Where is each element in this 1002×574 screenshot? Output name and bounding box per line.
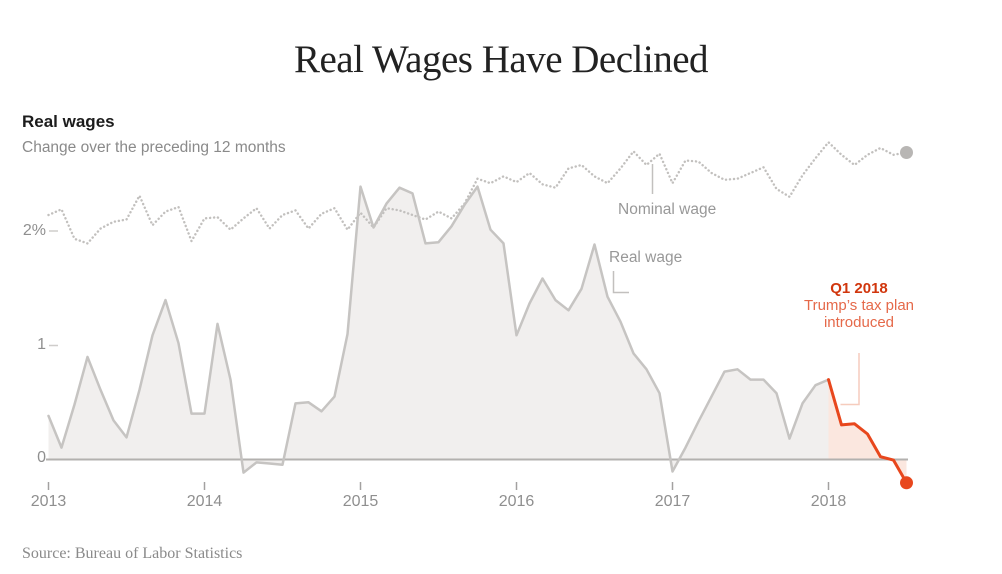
series-1-area-fill	[48, 186, 829, 473]
y-axis-label-0: 0	[37, 449, 46, 466]
series-1-line	[47, 185, 830, 474]
real-wage-label: Real wage	[609, 249, 683, 266]
x-axis-label-2013: 2013	[30, 493, 67, 510]
page-title: Real Wages Have Declined	[293, 38, 709, 82]
source-attribution: Source: Bureau of Labor Statistics	[22, 545, 243, 562]
x-axis-label-2016: 2016	[498, 493, 535, 510]
x-axis-label-2014: 2014	[186, 493, 223, 510]
chart-subtitle: Change over the preceding 12 months	[22, 139, 286, 156]
series-line-layer	[47, 141, 913, 490]
y-axis-label-2pct: 2%	[22, 222, 46, 239]
chart-title: Real wages	[22, 112, 115, 131]
series-2-end-dot	[900, 476, 913, 490]
series-0-line	[47, 141, 908, 245]
axis-layer	[46, 230, 908, 490]
x-axis-label-2015: 2015	[342, 493, 379, 510]
q1-annotation-line1: Trump’s tax plan	[803, 297, 915, 314]
real-wage-elbow-line	[612, 271, 629, 294]
series-fill-layer	[48, 186, 907, 483]
y-axis-label-1: 1	[37, 336, 46, 353]
series-2-line	[827, 378, 908, 485]
x-axis-label-2018: 2018	[810, 493, 847, 510]
x-axis-label-2017: 2017	[654, 493, 691, 510]
q1-2018-elbow-line	[840, 353, 860, 406]
nominal-wage-label: Nominal wage	[618, 201, 717, 218]
q1-2018-annotation: Q1 2018 Trump’s tax plan introduced	[783, 280, 935, 331]
series-2-area-fill	[828, 379, 907, 483]
q1-annotation-title: Q1 2018	[830, 280, 888, 297]
q1-annotation-line2: introduced	[823, 314, 895, 331]
annotation-lines	[612, 164, 860, 406]
series-0-end-dot	[900, 146, 913, 159]
